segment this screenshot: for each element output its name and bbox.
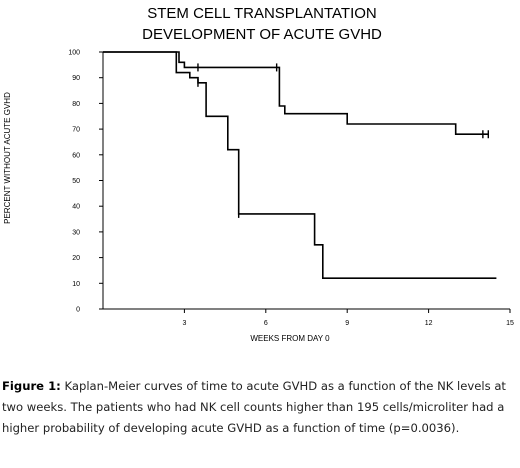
km-curve-2 bbox=[103, 51, 497, 280]
km-chart: STEM CELL TRANSPLANTATION DEVELOPMENT OF… bbox=[3, 5, 514, 343]
x-tick-label: 9 bbox=[345, 320, 349, 327]
plot-area: 0 10 20 30 40 50 60 70 80 90 100 3 6 9 12 15 bbox=[68, 50, 514, 328]
x-tick-label: 3 bbox=[182, 320, 186, 327]
y-tick-label: 50 bbox=[72, 178, 80, 185]
y-tick-label: 30 bbox=[72, 229, 80, 236]
y-tick-label: 70 bbox=[72, 127, 80, 134]
y-tick-label: 20 bbox=[72, 255, 80, 262]
y-tick-label: 80 bbox=[72, 101, 80, 108]
y-tick-label: 0 bbox=[76, 307, 80, 314]
x-tick-label: 15 bbox=[506, 320, 514, 327]
figure-caption: Figure 1: Kaplan-Meier curves of time to… bbox=[2, 376, 518, 439]
caption-text: Kaplan-Meier curves of time to acute GVH… bbox=[2, 379, 506, 435]
x-axis-label: WEEKS FROM DAY 0 bbox=[250, 334, 330, 343]
y-tick-label: 10 bbox=[72, 281, 80, 288]
x-tick-label: 12 bbox=[425, 320, 433, 327]
y-tick-label: 90 bbox=[72, 75, 80, 82]
chart-title-line-1: STEM CELL TRANSPLANTATION bbox=[147, 5, 377, 22]
caption-label: Figure 1: bbox=[2, 379, 61, 393]
y-tick-label: 60 bbox=[72, 152, 80, 159]
x-tick-label: 6 bbox=[264, 320, 268, 327]
y-tick-label: 40 bbox=[72, 204, 80, 211]
y-axis-label: PERCENT WITHOUT ACUTE GVHD bbox=[3, 92, 12, 224]
y-tick-label: 100 bbox=[68, 50, 80, 57]
km-curve-1 bbox=[103, 51, 489, 135]
chart-title-line-2: DEVELOPMENT OF ACUTE GVHD bbox=[142, 26, 382, 43]
